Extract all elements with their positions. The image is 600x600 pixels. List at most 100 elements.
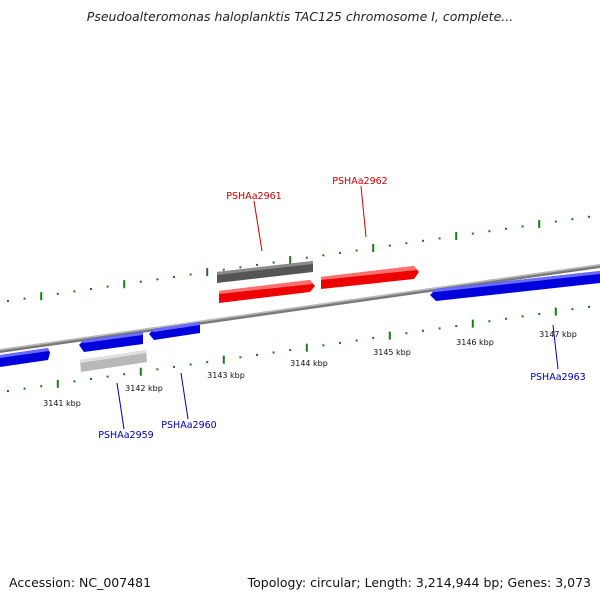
gene-label-PSHAa2960[interactable]: PSHAa2960 [161, 420, 216, 431]
ruler-minor-tick [73, 290, 76, 293]
ruler-minor-tick [272, 351, 275, 354]
ruler-minor-tick [40, 385, 43, 388]
ruler-minor-tick [422, 329, 424, 332]
ruler-minor-tick [239, 356, 242, 359]
map-title: Pseudoalteromonas haloplanktis TAC125 ch… [86, 9, 514, 24]
ruler-major-tick [40, 292, 43, 301]
ruler-major-tick [305, 343, 308, 352]
ruler-minor-tick [222, 268, 225, 271]
ruler-minor-tick [571, 308, 574, 311]
ruler-minor-tick [256, 263, 258, 266]
ruler-minor-tick [239, 266, 242, 269]
gene-left-edge[interactable] [0, 348, 50, 367]
outer-tick-ruler [7, 215, 590, 302]
ruler-minor-tick [488, 320, 491, 323]
ruler-minor-tick [23, 387, 26, 390]
ruler-major-tick [206, 268, 209, 277]
ruler-minor-tick [106, 375, 109, 378]
ruler-minor-tick [23, 297, 26, 300]
ruler-major-tick [455, 232, 458, 240]
ruler-tick-label: 3143 kbp [207, 371, 245, 380]
gene-PSHAa2963[interactable] [430, 271, 600, 301]
ruler-minor-tick [7, 300, 9, 302]
ruler-minor-tick [505, 227, 507, 230]
gene-PSHAa2962[interactable] [321, 266, 419, 289]
gene-PSHAa2960[interactable] [149, 322, 200, 340]
leader-PSHAa2963 [552, 324, 559, 370]
leader-PSHAa2961 [253, 200, 263, 252]
ruler-minor-tick [73, 380, 76, 383]
ruler-minor-tick [305, 256, 308, 259]
gene-label-PSHAa2963[interactable]: PSHAa2963 [530, 372, 585, 383]
ruler-minor-tick [272, 261, 275, 264]
ruler-minor-tick [521, 315, 524, 318]
ruler-minor-tick [372, 337, 375, 339]
gene-feature-gray-lower[interactable] [80, 350, 147, 372]
ruler-minor-tick [588, 215, 590, 218]
ruler-minor-tick [554, 220, 557, 223]
ruler-minor-tick [339, 341, 341, 344]
ruler-major-tick [372, 244, 375, 252]
ruler-minor-tick [571, 218, 574, 221]
ruler-minor-tick [355, 249, 358, 252]
ruler-major-tick [56, 379, 59, 388]
ruler-minor-tick [256, 353, 258, 356]
ruler-minor-tick [505, 317, 507, 320]
gene-label-PSHAa2962[interactable]: PSHAa2962 [332, 176, 387, 187]
ruler-minor-tick [355, 339, 358, 342]
ruler-tick-label: 3145 kbp [373, 348, 411, 357]
ruler-minor-tick [156, 278, 159, 281]
accession-text: Accession: NC_007481 [9, 575, 152, 590]
chromosome-backbone-highlight [0, 264, 600, 351]
ruler-minor-tick [106, 285, 109, 288]
ruler-minor-tick [322, 344, 325, 347]
ruler-minor-tick [405, 332, 408, 335]
ruler-minor-tick [189, 273, 192, 276]
ruler-major-tick [123, 280, 126, 289]
ruler-minor-tick [455, 325, 458, 327]
ruler-minor-tick [388, 244, 391, 247]
ruler-minor-tick [90, 378, 92, 380]
ruler-minor-tick [339, 251, 341, 254]
leader-PSHAa2962 [360, 185, 367, 238]
gene-PSHAa2959[interactable] [79, 332, 143, 352]
ruler-tick-label: 3141 kbp [43, 399, 81, 408]
ruler-minor-tick [7, 390, 9, 392]
gene-feature-gray-upper[interactable] [217, 261, 313, 283]
ruler-tick-label: 3147 kbp [539, 330, 577, 339]
ruler-major-tick [289, 256, 292, 265]
leader-PSHAa2959 [116, 382, 125, 430]
ruler-tick-label: 3144 kbp [290, 359, 328, 368]
ruler-minor-tick [206, 361, 209, 364]
inner-tick-ruler [7, 305, 590, 392]
ruler-minor-tick [173, 275, 175, 278]
ruler-minor-tick [588, 305, 590, 308]
leader-PSHAa2960 [180, 372, 189, 420]
ruler-minor-tick [322, 254, 325, 257]
gene-label-PSHAa2959[interactable]: PSHAa2959 [98, 430, 153, 441]
ruler-minor-tick [56, 292, 59, 295]
ruler-minor-tick [521, 225, 524, 228]
ruler-tick-label: 3146 kbp [456, 338, 494, 347]
ruler-major-tick [471, 319, 474, 328]
ruler-minor-tick [156, 368, 159, 371]
ruler-minor-tick [189, 363, 192, 366]
ruler-minor-tick [173, 365, 175, 368]
ruler-minor-tick [422, 239, 424, 242]
ruler-major-tick [222, 355, 225, 364]
ruler-minor-tick [139, 280, 142, 283]
ruler-minor-tick [289, 349, 292, 352]
gene-PSHAa2961[interactable] [219, 280, 315, 303]
gene-label-PSHAa2961[interactable]: PSHAa2961 [226, 191, 281, 202]
ruler-minor-tick [405, 242, 408, 245]
ruler-major-tick [388, 331, 391, 340]
ruler-tick-label: 3142 kbp [125, 384, 163, 393]
ruler-minor-tick [488, 230, 491, 233]
ruler-minor-tick [438, 237, 441, 240]
ruler-minor-tick [538, 313, 541, 315]
ruler-minor-tick [471, 232, 474, 235]
genome-summary-text: Topology: circular; Length: 3,214,944 bp… [247, 575, 591, 590]
ruler-major-tick [538, 220, 541, 228]
ruler-major-tick [554, 307, 557, 316]
